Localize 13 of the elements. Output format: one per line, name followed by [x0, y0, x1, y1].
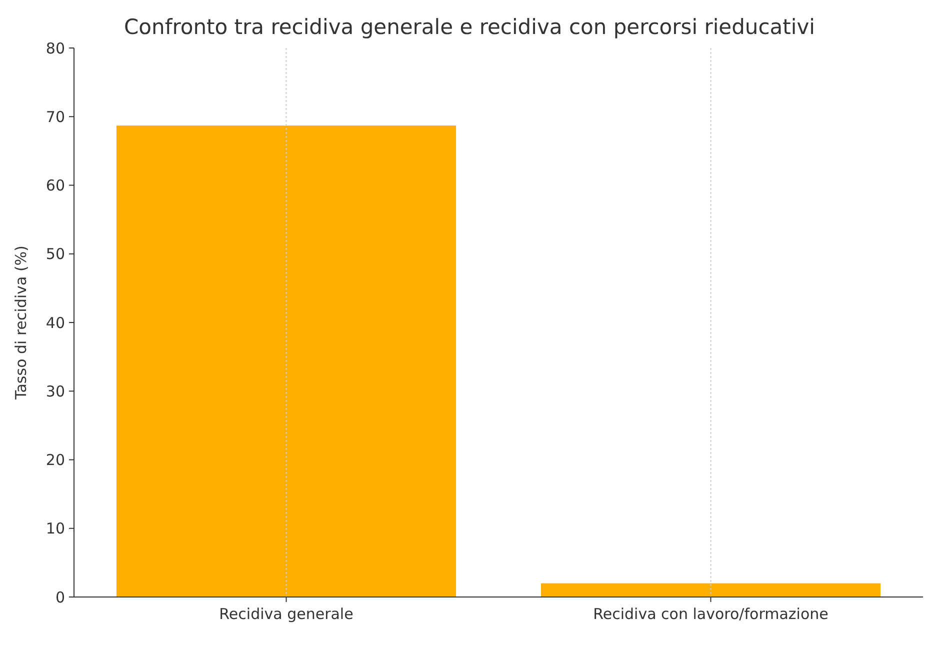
y-tick-label: 10: [46, 520, 65, 538]
y-tick-label: 20: [46, 451, 65, 469]
y-tick-label: 40: [46, 314, 65, 332]
x-tick-label: Recidiva con lavoro/formazione: [593, 605, 828, 623]
y-tick-label: 70: [46, 108, 65, 126]
x-tick-label: Recidiva generale: [219, 605, 354, 623]
y-tick-label: 60: [46, 176, 65, 194]
y-axis-title: Tasso di recidiva (%): [12, 246, 30, 400]
y-tick-label: 80: [46, 39, 65, 58]
y-tick-label: 0: [55, 588, 65, 606]
chart-title: Confronto tra recidiva generale e recidiva con percorsi rieducativi: [124, 15, 815, 39]
y-tick-label: 30: [46, 382, 65, 400]
y-tick-label: 50: [46, 245, 65, 264]
